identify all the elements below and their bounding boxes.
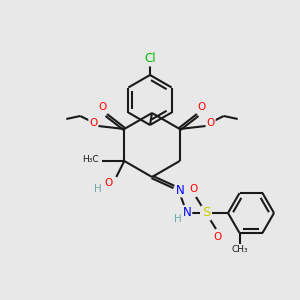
- Text: N: N: [176, 184, 184, 196]
- Text: O: O: [190, 184, 198, 194]
- Text: O: O: [198, 102, 206, 112]
- Text: O: O: [104, 178, 112, 188]
- Text: N: N: [183, 206, 191, 220]
- Text: H: H: [174, 214, 182, 224]
- Text: O: O: [207, 118, 215, 128]
- Text: O: O: [98, 102, 106, 112]
- Text: H: H: [94, 184, 102, 194]
- Text: S: S: [202, 206, 210, 220]
- Text: CH₃: CH₃: [231, 245, 248, 254]
- Text: H₃C: H₃C: [82, 155, 98, 164]
- Text: O: O: [214, 232, 222, 242]
- Text: Cl: Cl: [144, 52, 156, 65]
- Text: O: O: [89, 118, 98, 128]
